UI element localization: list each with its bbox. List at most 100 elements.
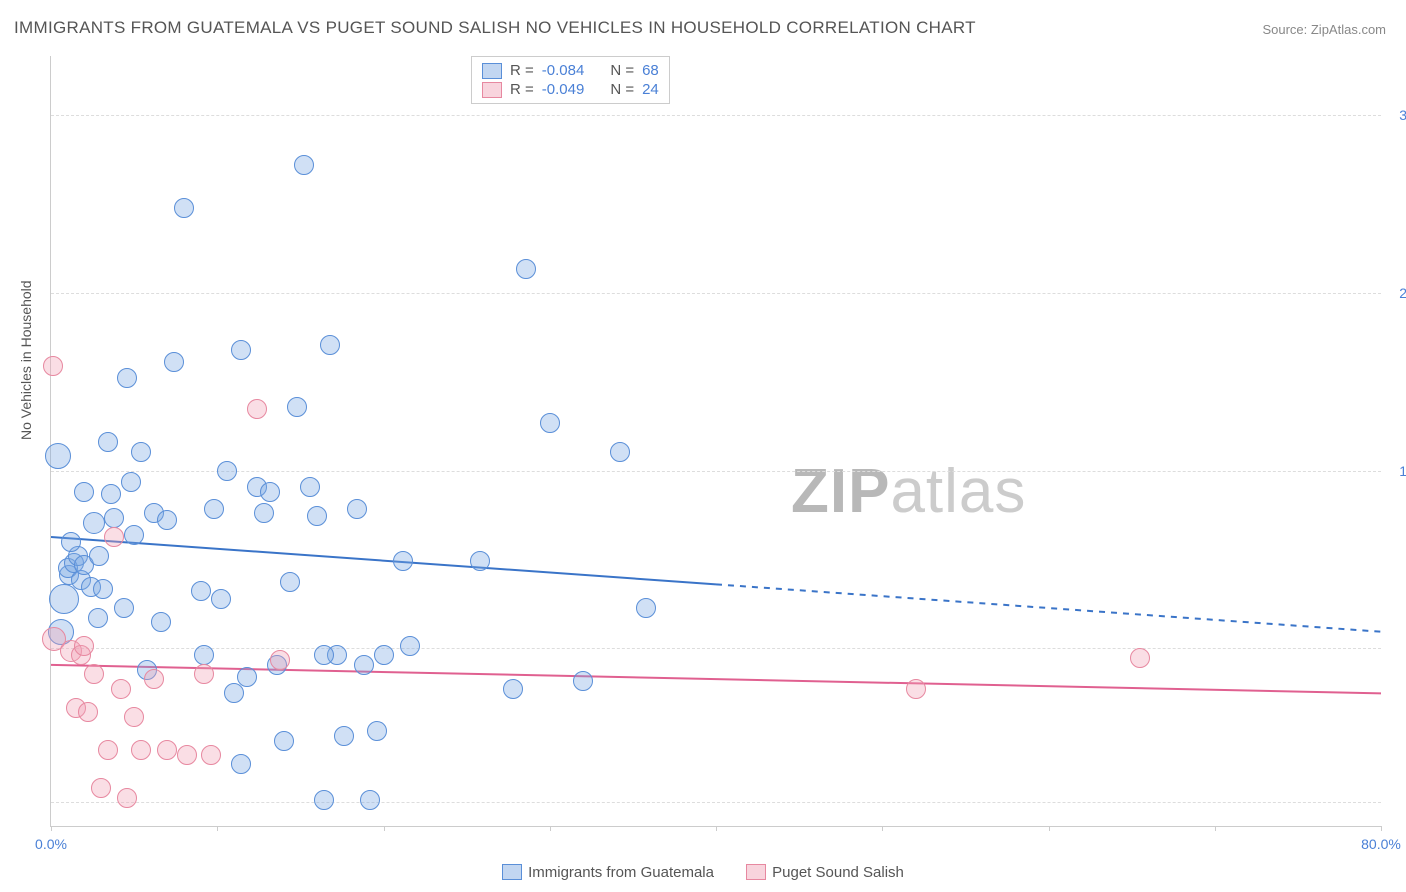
data-point (320, 335, 340, 355)
x-tick-mark (384, 826, 385, 831)
scatter-plot: ZIPatlas R = -0.084 N = 68 R = -0.049 N … (50, 56, 1381, 827)
data-point (88, 608, 108, 628)
data-point (104, 508, 124, 528)
x-tick-label: 0.0% (35, 836, 67, 852)
data-point (274, 731, 294, 751)
y-tick-label: 30.0% (1387, 107, 1406, 123)
data-point (204, 499, 224, 519)
n-label: N = (610, 62, 634, 79)
data-point (191, 581, 211, 601)
gridline (51, 802, 1381, 803)
data-point (104, 527, 124, 547)
data-point (247, 399, 267, 419)
data-point (194, 664, 214, 684)
data-point (400, 636, 420, 656)
trend-lines (51, 56, 1381, 826)
x-tick-mark (882, 826, 883, 831)
data-point (61, 532, 81, 552)
data-point (101, 484, 121, 504)
gridline (51, 293, 1381, 294)
y-axis-label: No Vehicles in Household (18, 280, 34, 440)
y-tick-label: 22.5% (1387, 285, 1406, 301)
data-point (906, 679, 926, 699)
swatch-blue-icon (482, 63, 502, 79)
data-point (237, 667, 257, 687)
data-point (84, 664, 104, 684)
stats-row-2: R = -0.049 N = 24 (482, 80, 659, 99)
n-label: N = (610, 81, 634, 98)
x-tick-label: 80.0% (1361, 836, 1401, 852)
r-label: R = (510, 81, 534, 98)
data-point (270, 650, 290, 670)
n-value-1: 68 (642, 62, 659, 79)
source-label: Source: ZipAtlas.com (1262, 22, 1386, 37)
data-point (89, 546, 109, 566)
data-point (314, 790, 334, 810)
data-point (91, 778, 111, 798)
data-point (157, 510, 177, 530)
gridline (51, 115, 1381, 116)
gridline (51, 471, 1381, 472)
data-point (231, 340, 251, 360)
data-point (374, 645, 394, 665)
x-tick-mark (1381, 826, 1382, 831)
data-point (201, 745, 221, 765)
data-point (157, 740, 177, 760)
data-point (224, 683, 244, 703)
bottom-legend: Immigrants from Guatemala Puget Sound Sa… (0, 864, 1406, 885)
swatch-blue-icon (502, 864, 522, 880)
data-point (45, 443, 71, 469)
data-point (211, 589, 231, 609)
trend-line-dashed (716, 584, 1381, 631)
data-point (144, 669, 164, 689)
data-point (98, 740, 118, 760)
data-point (114, 598, 134, 618)
data-point (124, 707, 144, 727)
data-point (93, 579, 113, 599)
data-point (74, 636, 94, 656)
data-point (573, 671, 593, 691)
data-point (516, 259, 536, 279)
x-tick-mark (1049, 826, 1050, 831)
legend-item-2: Puget Sound Salish (746, 864, 904, 881)
r-value-2: -0.049 (542, 81, 585, 98)
data-point (131, 740, 151, 760)
data-point (131, 442, 151, 462)
x-tick-mark (550, 826, 551, 831)
data-point (177, 745, 197, 765)
data-point (610, 442, 630, 462)
x-tick-mark (1215, 826, 1216, 831)
data-point (287, 397, 307, 417)
data-point (260, 482, 280, 502)
x-tick-mark (217, 826, 218, 831)
data-point (393, 551, 413, 571)
data-point (300, 477, 320, 497)
data-point (164, 352, 184, 372)
x-tick-mark (716, 826, 717, 831)
data-point (78, 702, 98, 722)
legend-label-1: Immigrants from Guatemala (528, 864, 714, 881)
data-point (121, 472, 141, 492)
data-point (254, 503, 274, 523)
y-tick-label: 15.0% (1387, 463, 1406, 479)
swatch-pink-icon (482, 82, 502, 98)
r-label: R = (510, 62, 534, 79)
stats-legend: R = -0.084 N = 68 R = -0.049 N = 24 (471, 56, 670, 104)
watermark: ZIPatlas (791, 456, 1026, 527)
data-point (314, 645, 334, 665)
chart-title: IMMIGRANTS FROM GUATEMALA VS PUGET SOUND… (14, 18, 976, 38)
y-tick-label: 7.5% (1387, 640, 1406, 656)
data-point (151, 612, 171, 632)
data-point (217, 461, 237, 481)
data-point (124, 525, 144, 545)
data-point (347, 499, 367, 519)
data-point (367, 721, 387, 741)
data-point (117, 788, 137, 808)
data-point (174, 198, 194, 218)
data-point (280, 572, 300, 592)
data-point (98, 432, 118, 452)
data-point (540, 413, 560, 433)
data-point (294, 155, 314, 175)
data-point (1130, 648, 1150, 668)
data-point (111, 679, 131, 699)
